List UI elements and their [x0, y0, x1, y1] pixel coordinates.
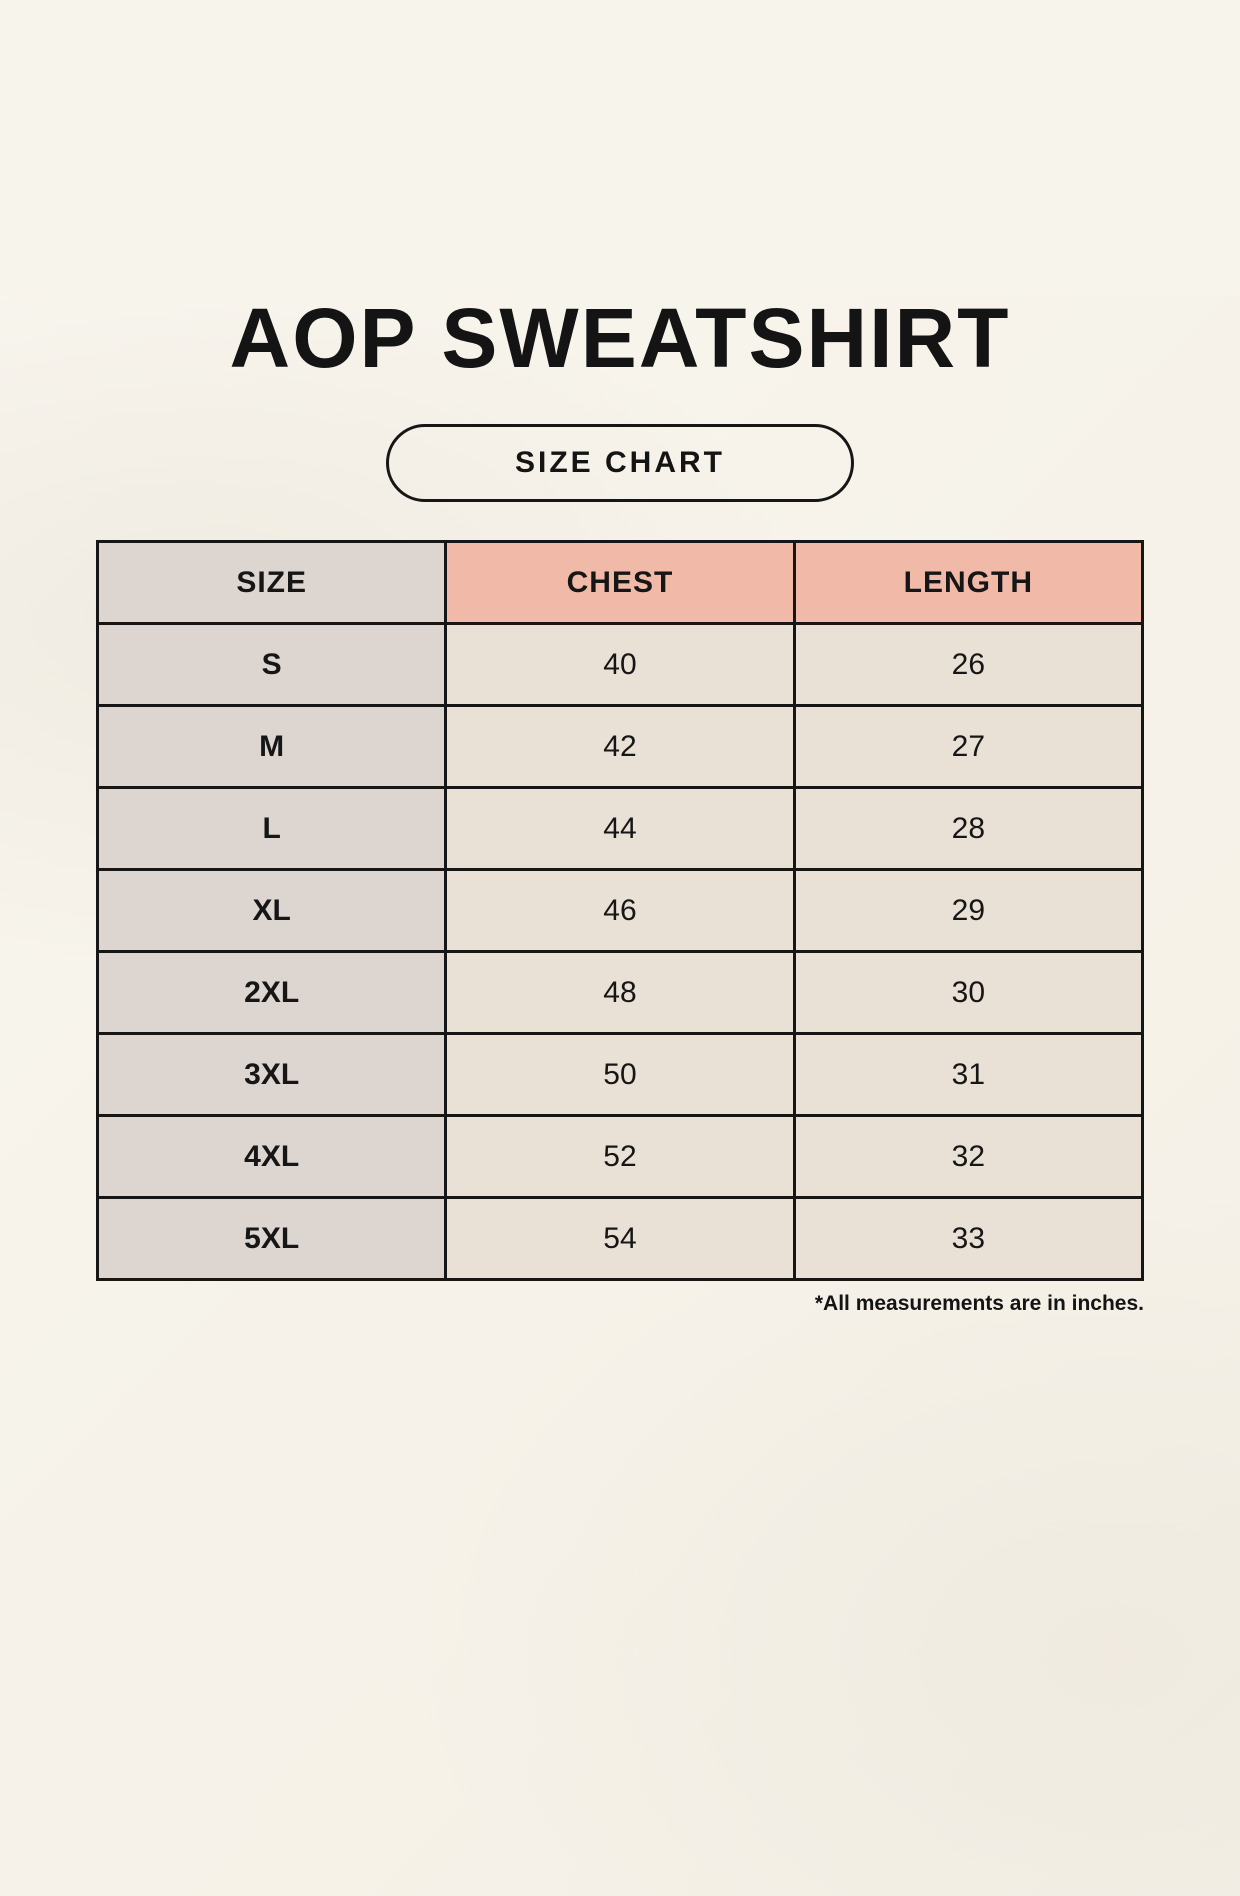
- chest-cell: 54: [444, 1196, 796, 1281]
- table-row: 4XL 52 32: [95, 1114, 1145, 1199]
- length-cell: 31: [792, 1032, 1145, 1117]
- size-chart-badge: SIZE CHART: [386, 424, 854, 502]
- size-cell: XL: [95, 868, 448, 953]
- table-row: XL 46 29: [95, 868, 1145, 953]
- table-row: 3XL 50 31: [95, 1032, 1145, 1117]
- length-cell: 29: [792, 868, 1145, 953]
- length-cell: 32: [792, 1114, 1145, 1199]
- column-header-length: LENGTH: [792, 540, 1145, 625]
- length-cell: 30: [792, 950, 1145, 1035]
- table-header-row: SIZE CHEST LENGTH: [95, 540, 1145, 625]
- chest-cell: 50: [444, 1032, 796, 1117]
- size-cell: M: [95, 704, 448, 789]
- size-cell: 3XL: [95, 1032, 448, 1117]
- size-cell: 4XL: [95, 1114, 448, 1199]
- length-cell: 33: [792, 1196, 1145, 1281]
- chest-cell: 40: [444, 622, 796, 707]
- size-table: SIZE CHEST LENGTH S 40 26 M 42 27 L 44 28 XL 46 29 2…: [95, 540, 1145, 1281]
- chest-cell: 52: [444, 1114, 796, 1199]
- chest-cell: 42: [444, 704, 796, 789]
- table-row: M 42 27: [95, 704, 1145, 789]
- page-title: AOP SWEATSHIRT: [229, 291, 1011, 385]
- table-row: 2XL 48 30: [95, 950, 1145, 1035]
- column-header-chest: CHEST: [444, 540, 796, 625]
- table-row: L 44 28: [95, 786, 1145, 871]
- column-header-size: SIZE: [95, 540, 448, 625]
- size-cell: S: [95, 622, 448, 707]
- chest-cell: 48: [444, 950, 796, 1035]
- length-cell: 27: [792, 704, 1145, 789]
- length-cell: 28: [792, 786, 1145, 871]
- table-row: S 40 26: [95, 622, 1145, 707]
- size-chart-badge-label: SIZE CHART: [515, 446, 725, 479]
- measurements-footnote: *All measurements are in inches.: [814, 1292, 1144, 1315]
- size-chart-page: AOP SWEATSHIRT SIZE CHART SIZE CHEST LEN…: [0, 296, 1240, 1896]
- size-cell: L: [95, 786, 448, 871]
- chest-cell: 44: [444, 786, 796, 871]
- length-cell: 26: [792, 622, 1145, 707]
- size-cell: 5XL: [95, 1196, 448, 1281]
- size-cell: 2XL: [95, 950, 448, 1035]
- chest-cell: 46: [444, 868, 796, 953]
- table-row: 5XL 54 33: [95, 1196, 1145, 1281]
